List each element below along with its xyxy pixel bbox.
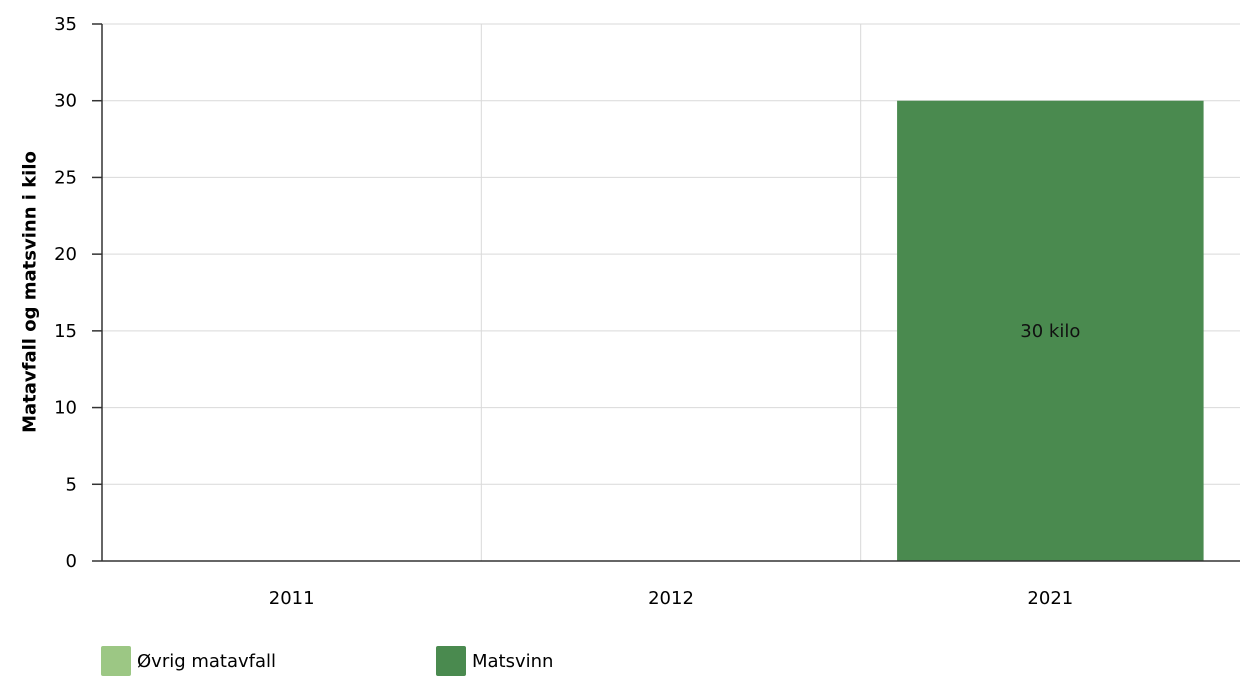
y-tick-label-30: 30: [54, 91, 77, 112]
legend-swatch-ovrig-matavfall: [101, 646, 131, 676]
y-tick-label-25: 25: [54, 167, 77, 188]
y-tick-label-20: 20: [54, 244, 77, 265]
legend-item-matsvinn[interactable]: Matsvinn: [436, 646, 553, 676]
data-label-2021: 30 kilo: [1020, 321, 1080, 342]
bar-matsvinn-2021: [897, 100, 1204, 561]
y-axis-label: Matavfall og matsvinn i kilo: [19, 151, 41, 433]
y-tick-label-5: 5: [66, 474, 77, 495]
y-tick-label-10: 10: [54, 398, 77, 419]
legend-item-ovrig-matavfall[interactable]: Øvrig matavfall: [101, 646, 276, 676]
legend-label-matsvinn: Matsvinn: [472, 650, 554, 672]
x-tick-label-2012: 2012: [648, 588, 694, 609]
legend-label-ovrig-matavfall: Øvrig matavfall: [137, 650, 277, 672]
y-tick-label-0: 0: [66, 551, 77, 572]
y-tick-label-35: 35: [54, 14, 77, 35]
x-tick-label-2011: 2011: [269, 588, 315, 609]
y-tick-label-15: 15: [54, 321, 77, 342]
x-tick-label-2021: 2021: [1027, 588, 1073, 609]
legend-swatch-matsvinn: [436, 646, 466, 676]
